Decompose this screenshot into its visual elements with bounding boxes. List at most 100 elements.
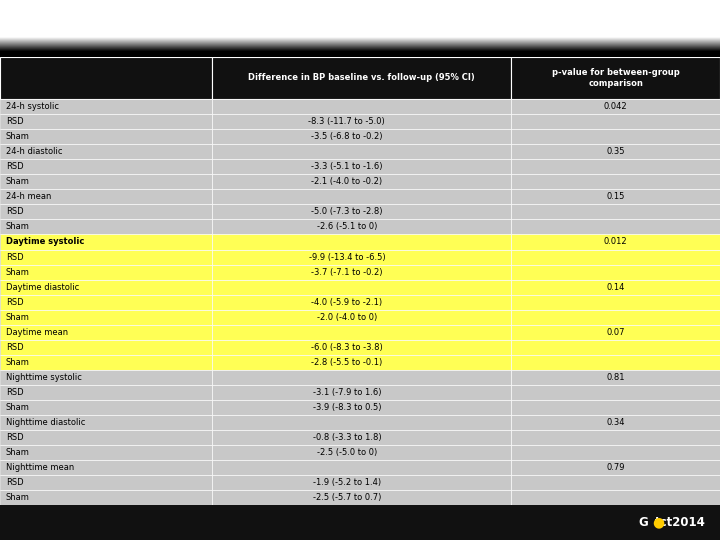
Text: 0.35: 0.35 (606, 147, 625, 157)
Bar (511, 340, 720, 355)
Bar (212, 219, 511, 234)
Bar (511, 114, 720, 129)
Bar (511, 57, 720, 99)
Text: Sham: Sham (6, 448, 30, 457)
Bar (0, 144, 212, 159)
Text: G: G (638, 516, 648, 529)
Bar (511, 219, 720, 234)
Bar (212, 205, 511, 219)
Text: tct2014: tct2014 (654, 516, 706, 529)
Text: -3.9 (-8.3 to 0.5): -3.9 (-8.3 to 0.5) (312, 403, 381, 412)
Bar (511, 325, 720, 340)
Bar (0, 129, 212, 144)
Text: Nighttime diastolic: Nighttime diastolic (6, 418, 85, 427)
Bar (212, 370, 511, 384)
Text: 0.07: 0.07 (606, 328, 625, 336)
Bar (0, 430, 212, 445)
Text: RSD: RSD (6, 388, 23, 397)
Text: -8.3 (-11.7 to -5.0): -8.3 (-11.7 to -5.0) (308, 117, 385, 126)
Text: RSD: RSD (6, 298, 23, 307)
Text: Nighttime mean: Nighttime mean (6, 463, 74, 472)
Text: Sham: Sham (6, 267, 30, 276)
Bar (511, 400, 720, 415)
Text: -3.7 (-7.1 to -0.2): -3.7 (-7.1 to -0.2) (311, 267, 382, 276)
Text: -3.1 (-7.9 to 1.6): -3.1 (-7.9 to 1.6) (312, 388, 381, 397)
Bar (511, 460, 720, 475)
Text: RSD: RSD (6, 478, 23, 487)
Bar (212, 355, 511, 370)
Bar (511, 249, 720, 265)
Bar (0, 370, 212, 384)
Bar (0, 355, 212, 370)
Text: 0.012: 0.012 (604, 238, 627, 246)
Bar (212, 460, 511, 475)
Text: 24-h mean: 24-h mean (6, 192, 51, 201)
Text: Sham: Sham (6, 132, 30, 141)
Text: -2.5 (-5.7 to 0.7): -2.5 (-5.7 to 0.7) (312, 493, 381, 502)
Text: RSD: RSD (6, 343, 23, 352)
Text: Sham: Sham (6, 493, 30, 502)
Bar (511, 295, 720, 309)
Bar (0, 57, 212, 99)
Bar (0, 490, 212, 505)
Text: -2.8 (-5.5 to -0.1): -2.8 (-5.5 to -0.1) (311, 357, 382, 367)
Bar (212, 295, 511, 309)
Text: 0.15: 0.15 (606, 192, 625, 201)
Bar (0, 114, 212, 129)
Text: Nighttime systolic: Nighttime systolic (6, 373, 81, 382)
Text: Daytime systolic: Daytime systolic (6, 238, 84, 246)
Bar (212, 400, 511, 415)
Text: -2.6 (-5.1 to 0): -2.6 (-5.1 to 0) (317, 222, 377, 232)
Text: Difference in BP baseline vs. follow-up (95% CI): Difference in BP baseline vs. follow-up … (248, 73, 475, 83)
Bar (511, 280, 720, 295)
Bar (0, 205, 212, 219)
Bar (511, 144, 720, 159)
Text: Change in ambulatory blood pressure at 6 months (per protocol): Change in ambulatory blood pressure at 6… (14, 19, 651, 37)
Text: -3.3 (-5.1 to -1.6): -3.3 (-5.1 to -1.6) (311, 163, 382, 171)
Bar (511, 265, 720, 280)
Bar (0, 265, 212, 280)
Text: -6.0 (-8.3 to -3.8): -6.0 (-8.3 to -3.8) (311, 343, 383, 352)
Text: -0.8 (-3.3 to 1.8): -0.8 (-3.3 to 1.8) (312, 433, 381, 442)
Bar (511, 159, 720, 174)
Text: -2.1 (-4.0 to -0.2): -2.1 (-4.0 to -0.2) (311, 178, 382, 186)
Bar (212, 144, 511, 159)
Bar (212, 190, 511, 205)
Text: Sham: Sham (6, 403, 30, 412)
Bar (0, 99, 212, 114)
Text: 0.81: 0.81 (606, 373, 625, 382)
Bar (511, 475, 720, 490)
Bar (212, 159, 511, 174)
Bar (511, 190, 720, 205)
Bar (212, 99, 511, 114)
Bar (212, 57, 511, 99)
Text: 24-h diastolic: 24-h diastolic (6, 147, 62, 157)
Bar (212, 490, 511, 505)
Bar (212, 114, 511, 129)
Bar (511, 384, 720, 400)
Text: Daytime diastolic: Daytime diastolic (6, 282, 79, 292)
Bar (511, 205, 720, 219)
Bar (511, 415, 720, 430)
Bar (511, 430, 720, 445)
Bar (0, 325, 212, 340)
Text: 0.34: 0.34 (606, 418, 625, 427)
Text: -2.5 (-5.0 to 0): -2.5 (-5.0 to 0) (317, 448, 377, 457)
Bar (511, 355, 720, 370)
Bar (212, 475, 511, 490)
Bar (511, 174, 720, 190)
Bar (212, 265, 511, 280)
Bar (212, 280, 511, 295)
Bar (511, 490, 720, 505)
Bar (511, 129, 720, 144)
Bar (0, 309, 212, 325)
Bar (212, 430, 511, 445)
Text: Sham: Sham (6, 222, 30, 232)
Bar (0, 219, 212, 234)
Bar (212, 415, 511, 430)
Text: 0.14: 0.14 (606, 282, 625, 292)
Text: Sham: Sham (6, 178, 30, 186)
Text: 24-h systolic: 24-h systolic (6, 102, 59, 111)
Bar (0, 249, 212, 265)
Bar (0, 475, 212, 490)
